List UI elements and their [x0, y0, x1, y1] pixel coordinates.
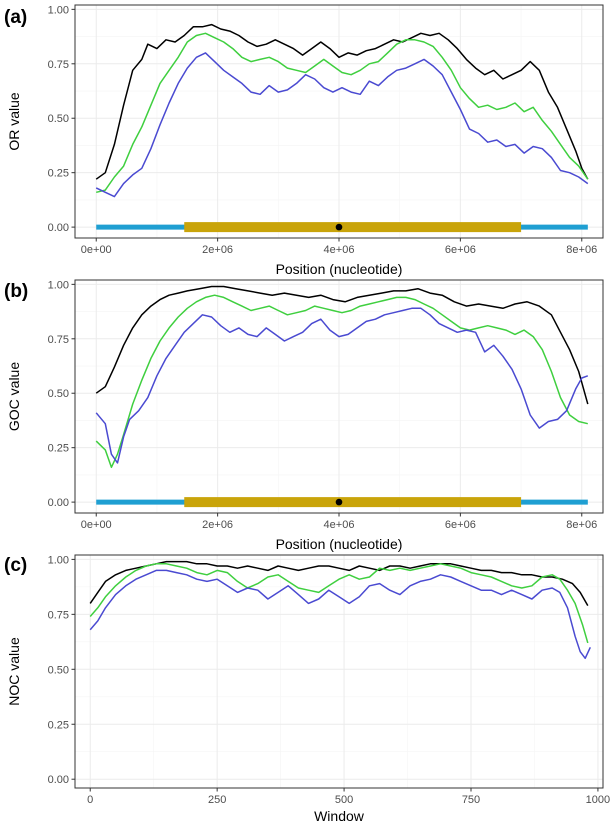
y-tick-label: 0.00 — [48, 774, 69, 786]
y-axis-title: NOC value — [6, 637, 22, 706]
series-line-2 — [89, 563, 589, 644]
x-tick-label: 0e+00 — [81, 519, 112, 531]
y-tick-label: 0.75 — [48, 609, 69, 621]
x-tick-label: 0 — [87, 794, 93, 806]
series-line-1 — [95, 23, 589, 180]
x-tick-label: 8e+06 — [566, 244, 597, 256]
y-tick-label: 0.50 — [48, 113, 69, 125]
x-tick-label: 2e+06 — [202, 244, 233, 256]
panel-label: (a) — [4, 7, 27, 28]
x-tick-label: 0e+00 — [81, 244, 112, 256]
y-tick-label: 0.75 — [48, 334, 69, 346]
y-tick-label: 0.00 — [48, 497, 69, 509]
series-line-1 — [95, 285, 589, 405]
panel-label: (c) — [4, 555, 27, 576]
x-tick-label: 750 — [462, 794, 480, 806]
y-tick-label: 0.50 — [48, 664, 69, 676]
chart-panel-1: 0e+00 2e+06 4e+06 6e+06 8e+06 0.00 0.25 0.50 0.7… — [4, 4, 604, 277]
panel-border — [74, 554, 604, 789]
y-tick-label: 1.00 — [48, 554, 69, 566]
centromere-dot — [335, 498, 343, 506]
plot-background — [75, 555, 603, 788]
x-tick-label: 6e+06 — [445, 519, 476, 531]
series-line-2 — [95, 294, 588, 469]
chart-panel-2: 0e+00 2e+06 4e+06 6e+06 8e+06 0.00 0.25 0.50 0.7… — [4, 279, 604, 552]
chart-panel-3: 0 250 500 750 1000 0.00 0.25 0.50 0.75 1.00 Window… — [4, 554, 610, 824]
y-tick-label: 0.75 — [48, 59, 69, 71]
y-tick-label: 0.25 — [48, 168, 69, 180]
y-tick-label: 0.25 — [48, 719, 69, 731]
series-line-3 — [95, 52, 589, 198]
x-tick-label: 6e+06 — [445, 244, 476, 256]
x-tick-label: 1000 — [586, 794, 610, 806]
x-tick-label: 250 — [208, 794, 226, 806]
y-axis-title: OR value — [6, 92, 22, 151]
series-line-3 — [95, 307, 589, 464]
y-tick-label: 0.50 — [48, 388, 69, 400]
series-line-1 — [89, 560, 589, 606]
x-tick-label: 500 — [335, 794, 353, 806]
y-axis-title: GOC value — [6, 362, 22, 431]
panel-label: (b) — [4, 281, 28, 302]
series-line-2 — [96, 32, 589, 194]
x-tick-label: 8e+06 — [566, 519, 597, 531]
y-tick-label: 0.25 — [48, 443, 69, 455]
y-tick-label: 1.00 — [48, 279, 69, 291]
centromere-block — [184, 222, 522, 233]
x-tick-label: 4e+06 — [324, 519, 355, 531]
x-axis-title: Window — [314, 808, 365, 824]
centromere-block — [184, 497, 522, 508]
x-axis-title: Position (nucleotide) — [276, 261, 403, 277]
y-tick-label: 0.00 — [48, 222, 69, 234]
x-axis-title: Position (nucleotide) — [276, 536, 403, 552]
y-tick-label: 1.00 — [48, 4, 69, 16]
x-tick-label: 4e+06 — [324, 244, 355, 256]
centromere-dot — [335, 223, 343, 231]
x-tick-label: 2e+06 — [202, 519, 233, 531]
series-line-3 — [89, 569, 591, 660]
